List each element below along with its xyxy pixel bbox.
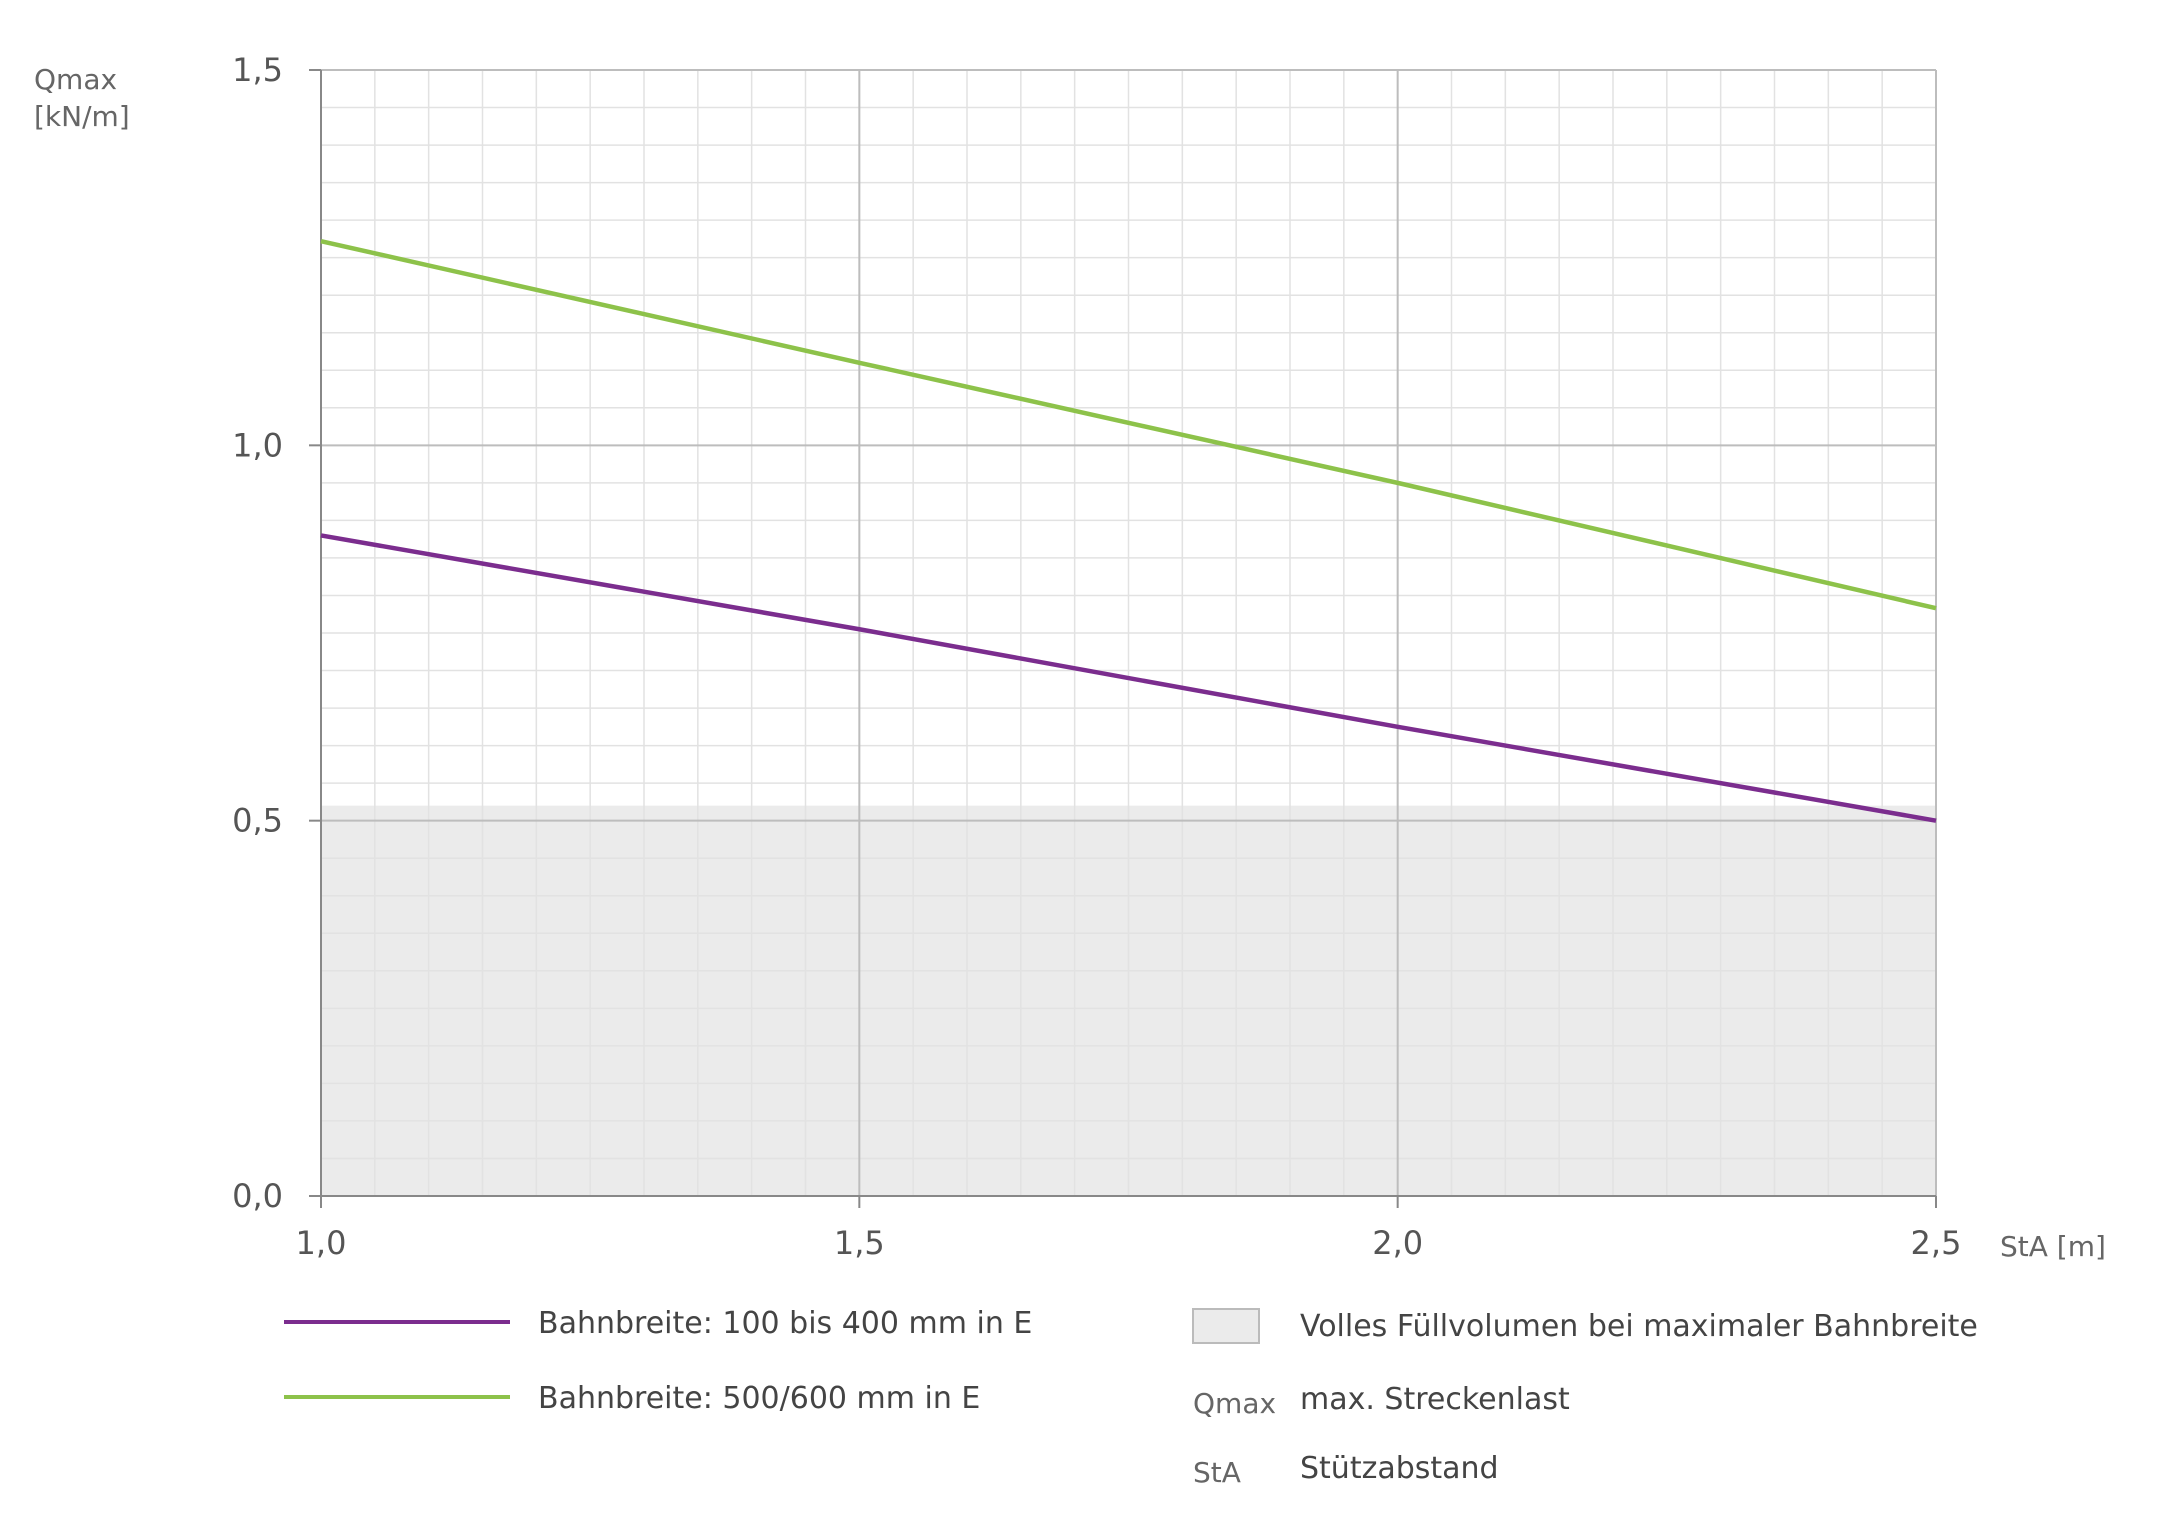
x-tick-label: 1,0: [296, 1224, 347, 1262]
y-tick-label: 0,0: [232, 1177, 283, 1215]
y-tick-label: 1,0: [232, 426, 283, 464]
legend-label-series-2: Bahnbreite: 500/600 mm in E: [538, 1381, 980, 1416]
y-tick-label: 0,5: [232, 802, 283, 840]
x-tick-label: 2,0: [1372, 1224, 1423, 1262]
y-axis-title-line2: [kN/m]: [34, 100, 130, 133]
y-axis-title-line1: Qmax: [34, 63, 117, 96]
x-axis-title: StA [m]: [2000, 1230, 2106, 1263]
x-tick-label: 2,5: [1911, 1224, 1962, 1262]
x-axis-ticks: 1,0 1,5 2,0 2,5: [296, 1196, 1962, 1262]
series-layer: [320, 238, 1937, 823]
y-axis-ticks: 0,0 0,5 1,0 1,5: [232, 51, 321, 1215]
legend-abbr-qmax: Qmax: [1193, 1387, 1276, 1420]
legend-abbr-sta-text: Stützabstand: [1300, 1451, 1499, 1486]
x-tick-label: 1,5: [834, 1224, 885, 1262]
legend-label-shaded-region: Volles Füllvolumen bei maximaler Bahnbre…: [1300, 1309, 1978, 1344]
legend-swatch-shaded-region: [1192, 1308, 1260, 1344]
legend-abbr-sta: StA: [1193, 1456, 1241, 1489]
series-line-1: [320, 533, 1937, 823]
y-tick-label: 1,5: [232, 51, 283, 89]
legend-label-series-1: Bahnbreite: 100 bis 400 mm in E: [538, 1306, 1032, 1341]
legend-abbr-qmax-text: max. Streckenlast: [1300, 1382, 1570, 1417]
legend: Bahnbreite: 100 bis 400 mm in E Bahnbrei…: [284, 1306, 1978, 1489]
series-line-2: [320, 238, 1937, 611]
